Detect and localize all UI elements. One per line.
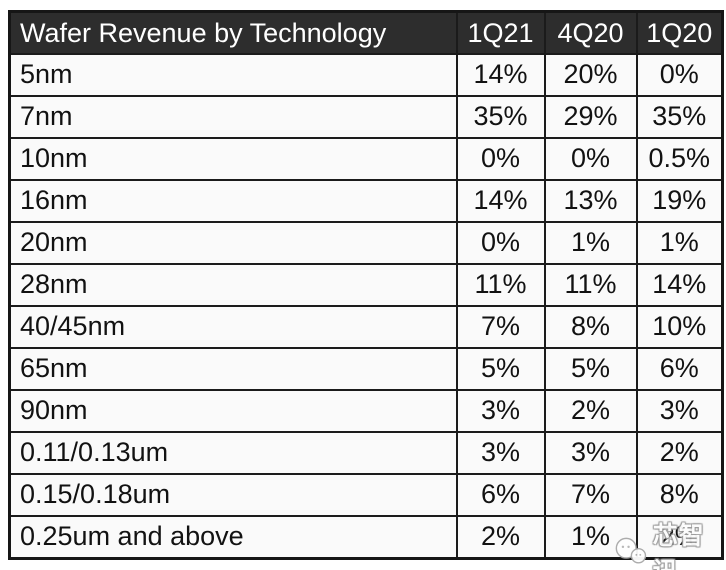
header-row: Wafer Revenue by Technology 1Q21 4Q20 1Q…	[8, 10, 724, 55]
value-cell: 11%	[543, 262, 638, 307]
row-label-cell: 40/45nm	[8, 304, 458, 349]
value-cell: 35%	[455, 94, 546, 139]
table-row: 0.25um and above 2% 1% 2%	[8, 514, 724, 560]
value-cell: 2%	[455, 514, 546, 560]
value-cell: 14%	[455, 178, 546, 223]
value-cell: 8%	[543, 304, 638, 349]
table-row: 28nm 11% 11% 14%	[8, 262, 724, 307]
table-title: Wafer Revenue by Technology	[8, 10, 458, 55]
value-cell: 3%	[455, 430, 546, 475]
value-cell: 2%	[543, 388, 638, 433]
value-cell: 3%	[543, 430, 638, 475]
value-cell: 14%	[455, 53, 546, 97]
row-label-cell: 28nm	[8, 262, 458, 307]
value-cell: 1%	[543, 220, 638, 265]
column-header-4q20: 4Q20	[543, 10, 638, 55]
value-cell: 10%	[635, 304, 724, 349]
value-cell: 1%	[635, 220, 724, 265]
value-cell: 20%	[543, 53, 638, 97]
table-row: 65nm 5% 5% 6%	[8, 346, 724, 391]
value-cell: 5%	[455, 346, 546, 391]
value-cell: 0.5%	[635, 136, 724, 181]
value-cell: 8%	[635, 472, 724, 517]
table-row: 7nm 35% 29% 35%	[8, 94, 724, 139]
table-row: 16nm 14% 13% 19%	[8, 178, 724, 223]
value-cell: 11%	[455, 262, 546, 307]
value-cell: 0%	[635, 53, 724, 97]
value-cell: 6%	[635, 346, 724, 391]
row-label-cell: 0.25um and above	[8, 514, 458, 560]
row-label-cell: 10nm	[8, 136, 458, 181]
value-cell: 5%	[543, 346, 638, 391]
row-label-cell: 5nm	[8, 53, 458, 97]
value-cell: 2%	[635, 430, 724, 475]
value-cell: 3%	[455, 388, 546, 433]
value-cell: 35%	[635, 94, 724, 139]
table-row: 20nm 0% 1% 1%	[8, 220, 724, 265]
value-cell: 29%	[543, 94, 638, 139]
value-cell: 19%	[635, 178, 724, 223]
value-cell: 3%	[635, 388, 724, 433]
table-row: 5nm 14% 20% 0%	[8, 53, 724, 97]
table-row: 0.11/0.13um 3% 3% 2%	[8, 430, 724, 475]
value-cell: 1%	[543, 514, 638, 560]
value-cell: 2%	[635, 514, 724, 560]
value-cell: 7%	[543, 472, 638, 517]
table-row: 10nm 0% 0% 0.5%	[8, 136, 724, 181]
value-cell: 0%	[455, 220, 546, 265]
value-cell: 6%	[455, 472, 546, 517]
table-row: 0.15/0.18um 6% 7% 8%	[8, 472, 724, 517]
row-label-cell: 0.11/0.13um	[8, 430, 458, 475]
column-header-1q21: 1Q21	[455, 10, 546, 55]
value-cell: 7%	[455, 304, 546, 349]
wafer-revenue-table: Wafer Revenue by Technology 1Q21 4Q20 1Q…	[8, 10, 724, 560]
value-cell: 0%	[455, 136, 546, 181]
row-label-cell: 16nm	[8, 178, 458, 223]
row-label-cell: 20nm	[8, 220, 458, 265]
value-cell: 13%	[543, 178, 638, 223]
column-header-1q20: 1Q20	[635, 10, 724, 55]
table-row: 90nm 3% 2% 3%	[8, 388, 724, 433]
row-label-cell: 7nm	[8, 94, 458, 139]
row-label-cell: 0.15/0.18um	[8, 472, 458, 517]
value-cell: 14%	[635, 262, 724, 307]
row-label-cell: 65nm	[8, 346, 458, 391]
value-cell: 0%	[543, 136, 638, 181]
row-label-cell: 90nm	[8, 388, 458, 433]
table-row: 40/45nm 7% 8% 10%	[8, 304, 724, 349]
